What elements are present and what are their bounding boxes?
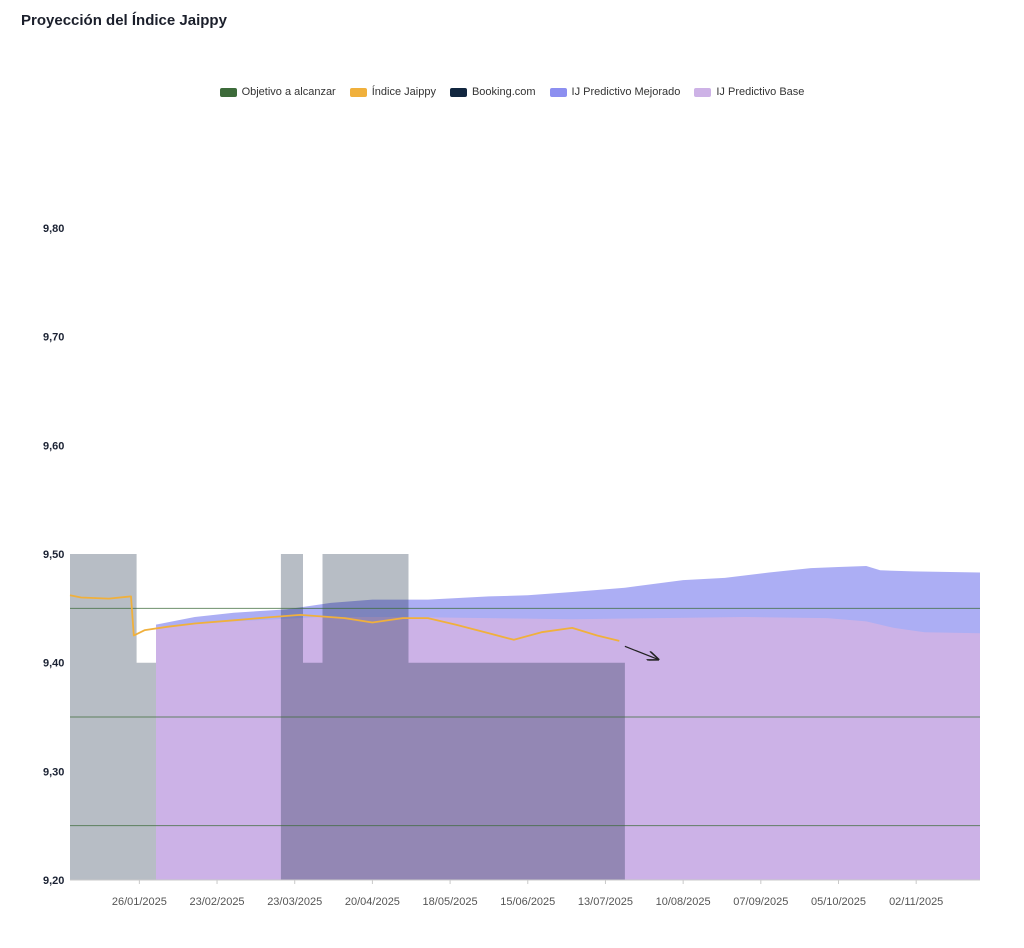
trend-arrow <box>624 645 658 659</box>
legend-swatch-ij-base <box>694 87 712 97</box>
chart-legend: Objetivo a alcanzar Índice Jaippy Bookin… <box>0 86 1024 98</box>
y-tick-label: 9,80 <box>43 223 64 235</box>
x-tick-label: 05/10/2025 <box>811 896 866 908</box>
legend-item-booking[interactable]: Booking.com <box>449 86 536 98</box>
y-tick-label: 9,50 <box>43 549 64 561</box>
x-tick-label: 02/11/2025 <box>889 896 943 908</box>
x-tick-label: 23/02/2025 <box>190 896 245 908</box>
legend-swatch-objetivo <box>219 87 237 97</box>
x-tick-label: 13/07/2025 <box>578 896 633 908</box>
x-tick-label: 10/08/2025 <box>656 896 711 908</box>
legend-label-ij-mejorado: IJ Predictivo Mejorado <box>571 86 681 98</box>
legend-item-indice-jaippy[interactable]: Índice Jaippy <box>349 86 436 98</box>
x-tick-label: 07/09/2025 <box>733 896 788 908</box>
legend-item-objetivo[interactable]: Objetivo a alcanzar <box>219 86 336 98</box>
x-tick-label: 23/03/2025 <box>267 896 322 908</box>
legend-item-ij-mejorado[interactable]: IJ Predictivo Mejorado <box>549 86 681 98</box>
legend-label-indice-jaippy: Índice Jaippy <box>371 86 436 98</box>
legend-label-objetivo: Objetivo a alcanzar <box>241 86 336 98</box>
y-tick-label: 9,70 <box>43 332 64 344</box>
legend-swatch-booking <box>449 87 467 97</box>
legend-item-ij-base[interactable]: IJ Predictivo Base <box>694 86 804 98</box>
legend-label-ij-base: IJ Predictivo Base <box>716 86 805 98</box>
x-tick-label: 15/06/2025 <box>500 896 555 908</box>
y-tick-label: 9,60 <box>43 440 64 452</box>
y-tick-label: 9,20 <box>43 875 64 887</box>
series-ij-predictivo-base-area <box>156 617 980 880</box>
chart-title: Proyección del Índice Jaippy <box>21 12 227 29</box>
y-tick-label: 9,40 <box>43 658 64 670</box>
x-tick-label: 26/01/2025 <box>112 896 167 908</box>
legend-swatch-ij-mejorado <box>549 87 567 97</box>
y-tick-label: 9,30 <box>43 766 64 778</box>
x-tick-label: 20/04/2025 <box>345 896 400 908</box>
legend-swatch-indice-jaippy <box>349 87 367 97</box>
legend-label-booking: Booking.com <box>471 86 536 98</box>
series-indice-jaippy-line <box>69 594 620 642</box>
x-tick-label: 18/05/2025 <box>423 896 478 908</box>
